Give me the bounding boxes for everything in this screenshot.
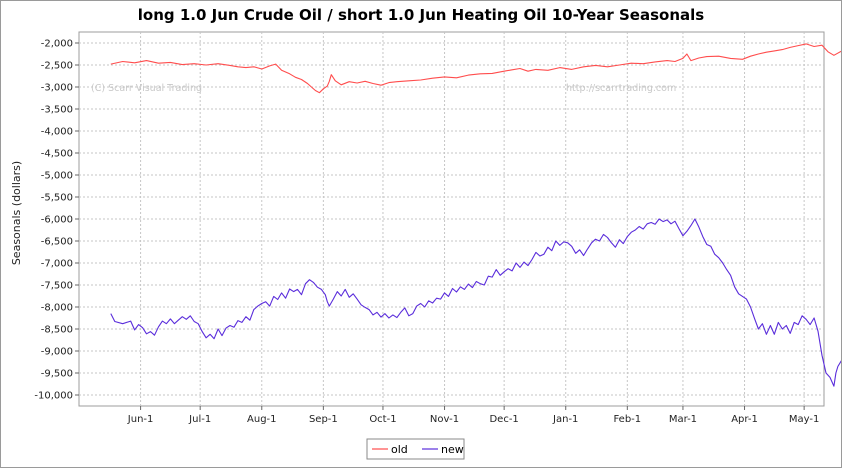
- y-tick-label: -5,500: [41, 193, 73, 204]
- y-tick-label: -7,000: [41, 259, 73, 270]
- x-tick-label: Jan-1: [552, 414, 578, 425]
- chart-title: long 1.0 Jun Crude Oil / short 1.0 Jun H…: [138, 6, 704, 24]
- x-tick-label: Sep-1: [309, 414, 338, 425]
- watermark-left: (C) Scarr Visual Trading: [91, 83, 202, 94]
- y-tick-label: -9,500: [41, 369, 73, 380]
- x-tick-label: Jun-1: [127, 414, 154, 425]
- series-line-new: [110, 218, 841, 387]
- y-tick-label: -6,500: [41, 237, 73, 248]
- y-axis-label: Seasonals (dollars): [10, 161, 23, 265]
- x-tick-label: Mar-1: [669, 414, 697, 425]
- series-line-old: [110, 43, 841, 94]
- y-tick-label: -6,000: [41, 215, 73, 226]
- y-tick-label: -4,500: [41, 149, 73, 160]
- legend: old new: [366, 438, 465, 460]
- watermark-right: http://scarrtrading.com: [566, 83, 676, 94]
- x-tick-label: Dec-1: [489, 414, 518, 425]
- plot-area: -2,000 -2,500 -3,000 -3,500 -4,000 -4,500 -5,0…: [34, 31, 841, 425]
- y-tick-label: -4,000: [41, 127, 73, 138]
- x-tick-label: Aug-1: [247, 414, 277, 425]
- x-tick-label: Nov-1: [430, 414, 459, 425]
- y-tick-label: -3,000: [41, 83, 73, 94]
- y-tick-label: -5,000: [41, 171, 73, 182]
- y-tick-label: -3,500: [41, 105, 73, 116]
- y-tick-label: -2,000: [41, 39, 73, 50]
- x-tick-label: Apr-1: [731, 414, 758, 425]
- legend-label-new: new: [441, 443, 464, 456]
- x-tick-label: Feb-1: [613, 414, 641, 425]
- y-tick-label: -8,500: [41, 325, 73, 336]
- x-tick-label: May-1: [789, 414, 819, 425]
- y-tick-label: -9,000: [41, 347, 73, 358]
- y-tick-label: -8,000: [41, 303, 73, 314]
- y-tick-label: -10,000: [34, 391, 73, 402]
- legend-label-old: old: [391, 443, 408, 456]
- y-tick-label: -7,500: [41, 281, 73, 292]
- x-tick-label: Oct-1: [369, 414, 396, 425]
- x-tick-label: Jul-1: [188, 414, 211, 425]
- y-tick-label: -2,500: [41, 61, 73, 72]
- legend-box: [366, 438, 465, 460]
